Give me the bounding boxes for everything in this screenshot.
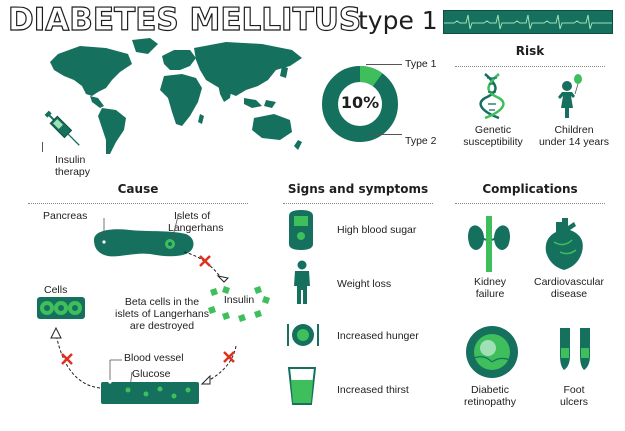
symptoms-heading: Signs and symptoms	[287, 182, 429, 196]
islets-label-2: Langerhans	[168, 222, 224, 234]
insulin-therapy-label-2: therapy	[55, 166, 91, 178]
heart-line2: disease	[550, 288, 588, 300]
beta-cells-line1: Beta cells in the	[124, 296, 200, 308]
glucometer-icon	[286, 208, 316, 252]
insulin-therapy-label-1: Insulin	[55, 154, 86, 166]
cells-label: Cells	[44, 284, 68, 296]
type2-pointer	[370, 134, 402, 135]
blood-vessel-label: Blood vessel	[124, 352, 184, 364]
cross-mark-icon	[223, 351, 235, 363]
kidney-line1: Kidney	[473, 276, 507, 288]
ecg-line-icon	[444, 14, 612, 30]
eye-icon	[464, 324, 520, 380]
type1-label: Type 1	[405, 58, 437, 70]
pancreas-label: Pancreas	[43, 210, 88, 222]
cycle-arrow-right-top	[178, 248, 238, 292]
risk-genetic-line1: Genetic	[474, 124, 512, 136]
dna-icon	[477, 72, 507, 120]
cycle-arrow-right-bottom	[196, 344, 242, 388]
islets-label-1: Islets of	[174, 210, 211, 222]
risk-heading: Risk	[515, 44, 545, 58]
cause-divider	[28, 203, 248, 204]
ecg-banner	[443, 10, 613, 34]
complications-divider	[455, 203, 605, 204]
cross-mark-icon	[61, 353, 73, 365]
insulin-granules-icon	[206, 286, 270, 326]
foot-line2: ulcers	[559, 396, 588, 408]
type-donut-chart	[320, 64, 400, 144]
pancreas-icon	[90, 214, 200, 266]
syringe-icon	[38, 104, 88, 154]
risk-children-line2: under 14 years	[538, 136, 610, 148]
foot-icon	[558, 326, 592, 380]
type2-label: Type 2	[405, 135, 437, 147]
cycle-arrow-left	[46, 326, 106, 392]
beta-cells-line3: are destroyed	[129, 320, 195, 332]
risk-children-line1: Children	[554, 124, 594, 136]
type1-segment	[359, 66, 383, 87]
heart-icon	[542, 216, 588, 272]
complications-heading: Complications	[482, 182, 578, 196]
eye-line1: Diabetic	[471, 384, 509, 396]
heart-line1: Cardiovascular	[533, 276, 605, 288]
type1-pointer	[366, 64, 402, 65]
glass-icon	[287, 366, 317, 406]
symptoms-divider	[283, 203, 433, 204]
plate-icon	[286, 320, 320, 350]
symptom-weight-loss: Weight loss	[337, 278, 392, 290]
therapy-pointer	[42, 142, 43, 152]
beta-cells-line2: islets of Langerhans	[115, 308, 209, 320]
cells-icon	[36, 296, 86, 320]
page-title: DIABETES MELLITUS	[7, 1, 362, 38]
kidney-icon	[466, 214, 512, 274]
child-icon	[553, 72, 589, 120]
blood-vessel-icon	[100, 356, 200, 406]
symptom-high-blood-sugar: High blood sugar	[337, 224, 417, 236]
kidney-line2: failure	[475, 288, 505, 300]
eye-line2: retinopathy	[464, 396, 516, 408]
risk-divider	[455, 66, 605, 67]
symptom-increased-hunger: Increased hunger	[337, 330, 419, 342]
glucose-label: Glucose	[132, 368, 171, 380]
person-icon	[290, 260, 314, 306]
cause-heading: Cause	[117, 182, 159, 196]
symptom-increased-thirst: Increased thirst	[337, 384, 409, 396]
risk-genetic-line2: susceptibility	[463, 136, 523, 148]
page-subtitle: type 1	[358, 6, 438, 35]
world-map	[40, 36, 310, 161]
cross-mark-icon	[199, 255, 211, 267]
donut-percent-label: 10%	[340, 93, 380, 112]
foot-line1: Foot	[563, 384, 585, 396]
insulin-label: Insulin	[223, 294, 255, 306]
